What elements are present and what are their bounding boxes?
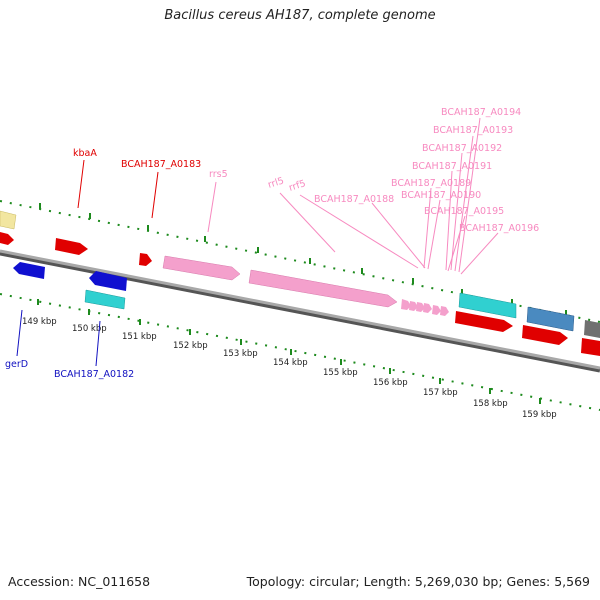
- lower-major-ticks: [37, 299, 541, 404]
- gene-label-A0182: BCAH187_A0182: [54, 369, 134, 380]
- map-title: Bacillus cereus AH187, complete genome: [164, 8, 436, 23]
- scale-label: 151 kbp: [122, 332, 157, 342]
- leader-line: [299, 194, 419, 269]
- scale-label: 153 kbp: [223, 349, 258, 359]
- gene-label-A0188: BCAH187_A0188: [314, 194, 394, 205]
- gene-feature-cyan-A0182: [84, 289, 126, 310]
- gene-label-A0192: BCAH187_A0192: [422, 143, 502, 154]
- lower-dotted-track: [0, 293, 600, 411]
- gene-feature-blue-gerD: [13, 262, 45, 279]
- scale-label: 154 kbp: [273, 358, 308, 368]
- leader-line: [450, 152, 463, 271]
- gene-label-gerD: gerD: [5, 359, 28, 370]
- gene-label-A0191: BCAH187_A0191: [412, 161, 492, 172]
- gene-label-rrf5: rrf5: [288, 178, 308, 194]
- gene-feature-steelblue: [526, 306, 575, 332]
- gene-label-rrl5: rrl5: [267, 175, 286, 191]
- scale-label: 156 kbp: [373, 378, 408, 388]
- scale-label: 155 kbp: [323, 368, 358, 378]
- scale-label: 152 kbp: [173, 341, 208, 351]
- gene-feature-small-pink: [401, 299, 411, 310]
- labels-red: kbaA BCAH187_A0183: [73, 148, 201, 170]
- leader-line: [445, 170, 453, 271]
- scale-label: 158 kbp: [473, 399, 508, 409]
- scale-label: 157 kbp: [423, 388, 458, 398]
- leader-line: [460, 232, 499, 275]
- small-pink-features: [401, 299, 449, 316]
- accession-text: Accession: NC_011658: [8, 574, 151, 589]
- gene-feature-red-kbaA: [55, 238, 88, 255]
- labels-pink: rrs5 rrl5 rrf5 BCAH187_A0188 BCAH187_A01…: [209, 107, 539, 234]
- gene-label-A0194: BCAH187_A0194: [441, 107, 521, 118]
- gene-label-A0193: BCAH187_A0193: [433, 125, 513, 136]
- gene-feature-rrl5: [248, 269, 398, 308]
- leader-line: [16, 309, 23, 357]
- gene-feature-small-pink: [416, 302, 425, 312]
- gene-feature-red-A0183: [139, 253, 152, 266]
- gene-feature-red: [0, 232, 14, 245]
- labels-blue: gerD BCAH187_A0182: [5, 359, 134, 380]
- gene-feature-yellow: [0, 210, 17, 230]
- leader-lines-red: [77, 159, 159, 219]
- leader-line: [207, 181, 217, 233]
- leader-line: [454, 135, 474, 272]
- gene-feature-cyan-upper: [458, 292, 517, 319]
- topology-text: Topology: circular; Length: 5,269,030 bp…: [246, 574, 590, 589]
- gene-feature-red: [581, 338, 600, 356]
- leader-line: [423, 187, 432, 269]
- gene-label-A0195: BCAH187_A0195: [424, 206, 504, 217]
- leader-lines-blue: [16, 309, 101, 367]
- leader-line: [77, 159, 85, 209]
- gene-label-A0189: BCAH187_A0189: [391, 178, 471, 189]
- gene-label-kbaA: kbaA: [73, 148, 97, 159]
- leader-line: [371, 202, 426, 269]
- leader-line: [95, 320, 101, 367]
- gene-feature-gray: [584, 320, 600, 338]
- gene-label-A0190: BCAH187_A0190: [401, 190, 481, 201]
- gene-feature-small-pink: [440, 306, 449, 316]
- gene-feature-red-lower: [455, 311, 513, 332]
- leader-line: [447, 215, 466, 272]
- gene-feature-blue: [89, 271, 127, 291]
- scale-labels: 149 kbp 150 kbp 151 kbp 152 kbp 153 kbp …: [22, 317, 557, 420]
- leader-line: [427, 199, 441, 270]
- gene-feature-red: [522, 325, 568, 345]
- gene-label-A0196: BCAH187_A0196: [459, 223, 539, 234]
- leader-line: [458, 117, 481, 273]
- gene-feature-small-pink: [423, 303, 432, 313]
- gene-label-rrs5: rrs5: [209, 169, 228, 180]
- gene-feature-small-pink: [409, 301, 418, 311]
- scale-label: 159 kbp: [522, 410, 557, 420]
- scale-label: 149 kbp: [22, 317, 57, 327]
- gene-feature-rrs5: [162, 255, 241, 281]
- leader-line: [279, 192, 336, 253]
- gene-feature-small-pink: [432, 305, 441, 315]
- gene-label-A0183: BCAH187_A0183: [121, 159, 201, 170]
- leader-lines-pink: [207, 117, 499, 275]
- scale-label: 150 kbp: [72, 324, 107, 334]
- backbone: [0, 249, 600, 370]
- leader-line: [151, 171, 159, 219]
